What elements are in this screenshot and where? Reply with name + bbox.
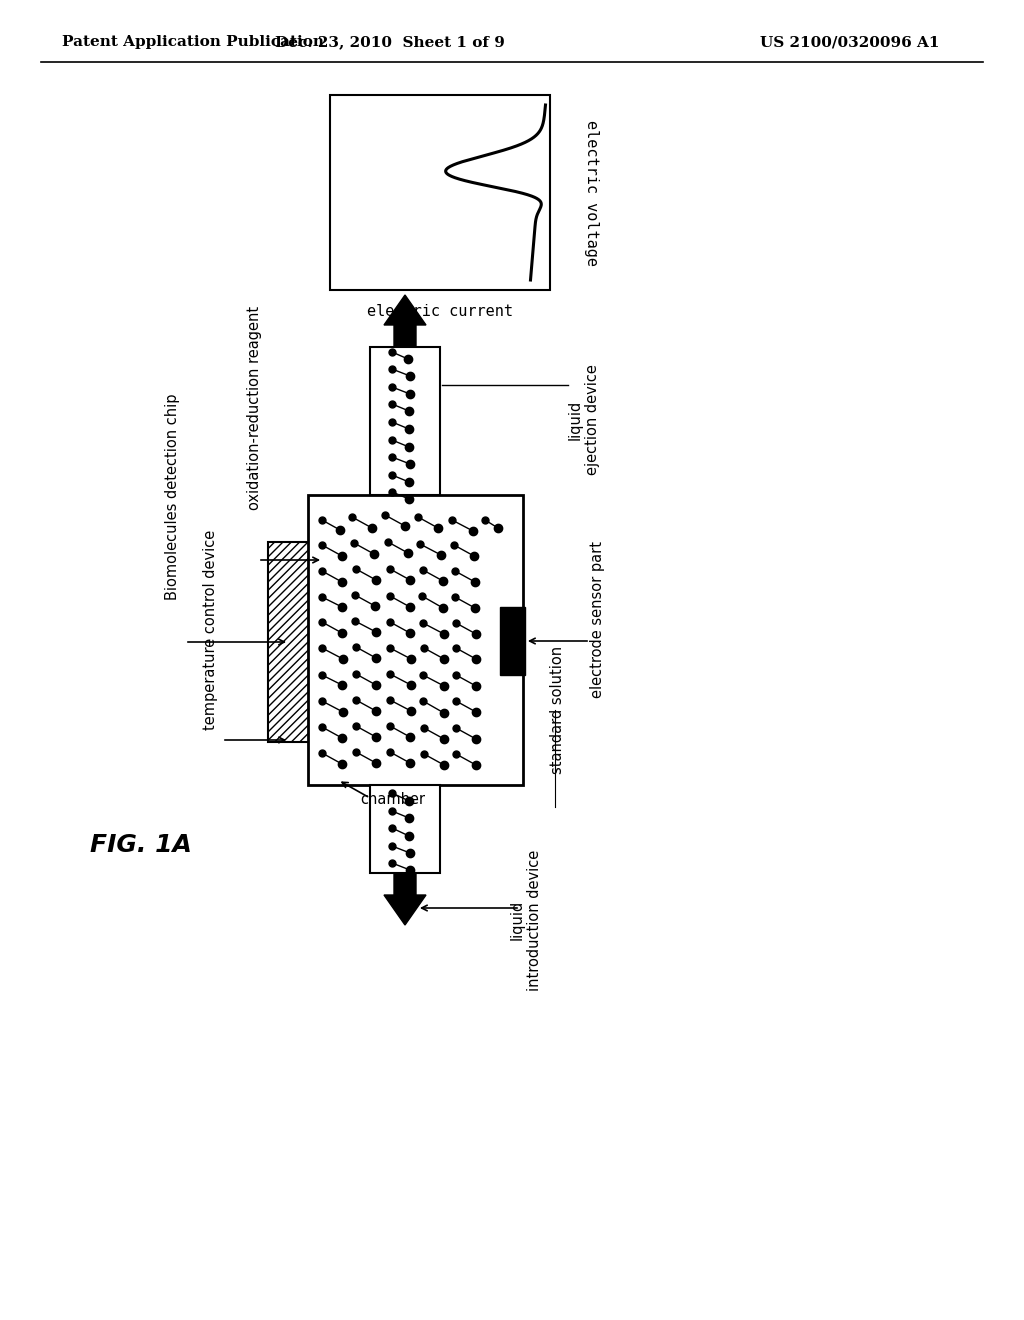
- Text: liquid
introduction device: liquid introduction device: [510, 849, 543, 990]
- Bar: [370, 785, 440, 873]
- Text: Patent Application Publication: Patent Application Publication: [62, 36, 324, 49]
- Bar: [308, 495, 523, 785]
- Text: liquid
ejection device: liquid ejection device: [568, 364, 600, 475]
- Bar: [268, 543, 310, 742]
- Text: US 2100/0320096 A1: US 2100/0320096 A1: [760, 36, 939, 49]
- FancyArrow shape: [384, 294, 426, 347]
- Text: Dec. 23, 2010  Sheet 1 of 9: Dec. 23, 2010 Sheet 1 of 9: [275, 36, 505, 49]
- Bar: [330, 95, 550, 290]
- Text: electric voltage: electric voltage: [585, 120, 599, 265]
- Bar: [370, 347, 440, 495]
- Text: oxidation-reduction reagent: oxidation-reduction reagent: [248, 306, 262, 510]
- Text: FIG. 1A: FIG. 1A: [90, 833, 191, 857]
- FancyArrow shape: [384, 873, 426, 925]
- Text: Biomolecules detection chip: Biomolecules detection chip: [165, 393, 179, 601]
- Bar: [500, 607, 525, 675]
- Text: temperature control device: temperature control device: [203, 529, 217, 730]
- Text: electrode sensor part: electrode sensor part: [590, 541, 605, 698]
- Text: electric current: electric current: [367, 305, 513, 319]
- Text: chamber: chamber: [360, 792, 425, 808]
- Text: standard solution: standard solution: [550, 645, 565, 774]
